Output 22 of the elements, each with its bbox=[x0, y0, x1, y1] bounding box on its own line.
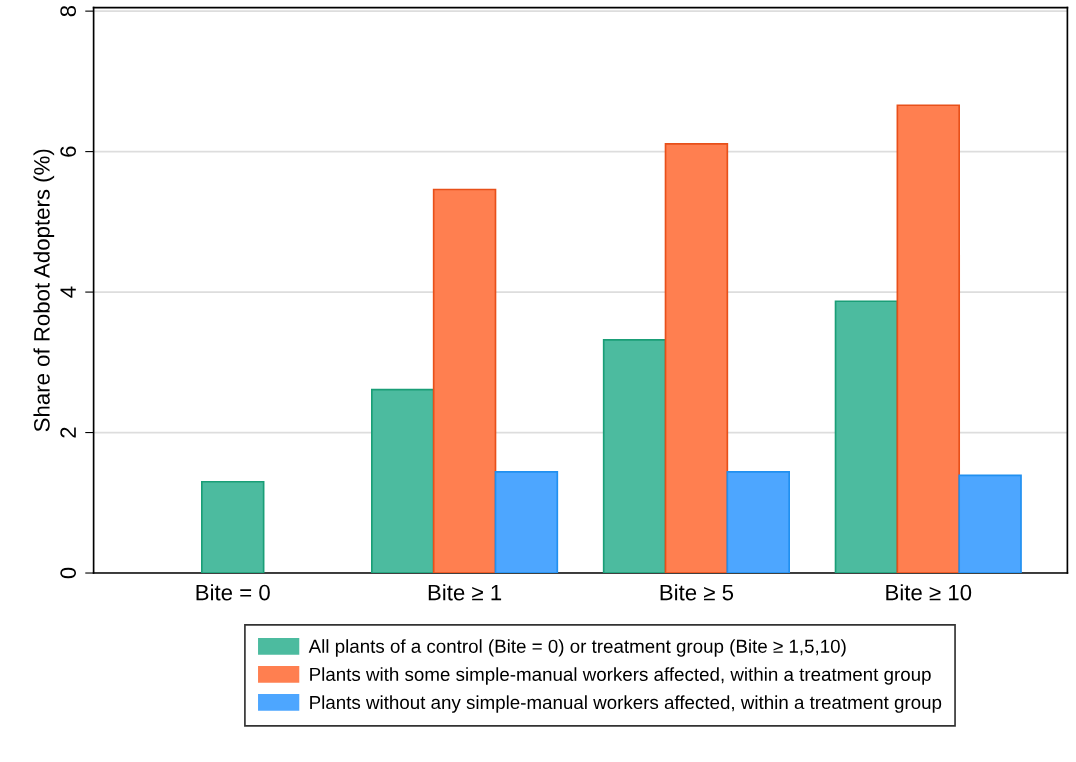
y-tick-label: 2 bbox=[60, 427, 76, 438]
x-tick-label: Bite ≥ 5 bbox=[660, 584, 734, 601]
legend-label: Plants without any simple-manual workers affected, within a treatment group bbox=[310, 695, 942, 713]
y-tick-label: 8 bbox=[60, 5, 77, 17]
bar bbox=[834, 300, 899, 574]
bar bbox=[370, 388, 435, 574]
bar bbox=[726, 471, 791, 574]
bar bbox=[432, 188, 497, 574]
legend-label: Plants with some simple-manual workers affected, within a treatment group bbox=[310, 667, 931, 685]
y-tick-label: 6 bbox=[60, 146, 77, 157]
bar bbox=[958, 474, 1022, 574]
x-tick-label: Bite ≥ 10 bbox=[886, 584, 972, 601]
x-tick-label: Bite = 0 bbox=[196, 584, 270, 601]
y-tick-label: 0 bbox=[60, 567, 77, 579]
legend-label: All plants of a control (Bite = 0) or treatment group (Bite ≥ 1,5,10) bbox=[308, 639, 846, 657]
x-tick-label: Bite ≥ 1 bbox=[428, 584, 502, 601]
bar bbox=[494, 471, 559, 574]
bar bbox=[664, 143, 729, 574]
bar bbox=[896, 104, 961, 574]
y-axis-title: Share of Robot Adopters (%) bbox=[33, 149, 55, 432]
y-tick-label: 4 bbox=[60, 286, 76, 298]
bar bbox=[602, 339, 667, 574]
